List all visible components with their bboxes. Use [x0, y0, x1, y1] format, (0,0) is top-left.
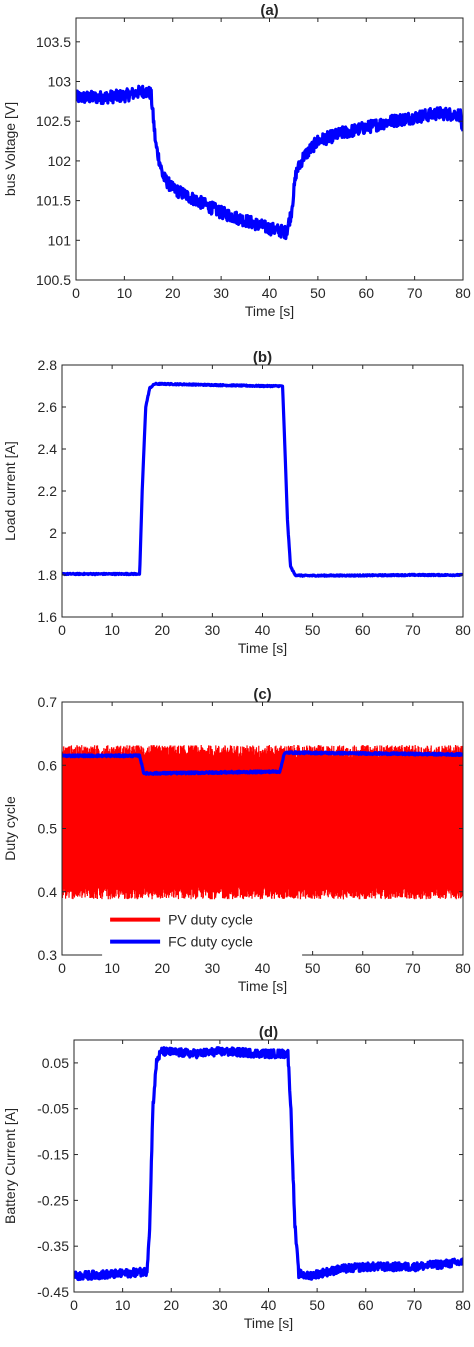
y-tick-label: -0.45 [37, 1284, 69, 1300]
x-tick-label: 80 [455, 1297, 471, 1313]
y-tick-label: 102.5 [36, 113, 71, 129]
x-axis-label: Time [s] [238, 978, 287, 994]
y-tick-label: 2.8 [38, 357, 58, 373]
x-tick-label: 0 [58, 622, 66, 638]
series-line-0 [62, 381, 463, 578]
chart-panel-3: 0 10 20 30 40 50 60 70 80 -0.45 -0.35 -0.25 -0.15 -0.… [2, 1024, 471, 1331]
legend-label: FC duty cycle [168, 934, 253, 950]
x-tick-label: 40 [261, 1297, 277, 1313]
y-axis-label: Duty cycle [2, 796, 18, 861]
x-tick-label: 50 [305, 960, 321, 976]
y-tick-label: 2.2 [38, 483, 58, 499]
x-tick-label: 60 [355, 622, 371, 638]
x-tick-label: 0 [58, 960, 66, 976]
chart-panel-2: 0 10 20 30 40 50 60 70 80 0.3 0.4 0.5 0.6 0.7 (c) Time … [2, 686, 471, 994]
y-axis-label: Load current [A] [2, 441, 18, 541]
y-tick-label: 2.4 [38, 441, 58, 457]
y-tick-label: 1.8 [38, 567, 58, 583]
x-tick-label: 30 [205, 960, 221, 976]
x-tick-label: 20 [163, 1297, 179, 1313]
y-tick-label: 101.5 [36, 193, 71, 209]
x-tick-label: 10 [115, 1297, 131, 1313]
x-axis-label: Time [s] [244, 1315, 293, 1331]
y-tick-label: 2.6 [38, 399, 58, 415]
x-axis-label: Time [s] [245, 303, 294, 319]
plot-area [62, 381, 463, 578]
x-tick-label: 10 [104, 622, 120, 638]
y-tick-label: 0.4 [38, 884, 58, 900]
x-tick-label: 60 [355, 960, 371, 976]
x-tick-label: 30 [205, 622, 221, 638]
x-tick-label: 80 [455, 285, 471, 301]
axes-box [73, 1039, 464, 1293]
x-tick-label: 10 [117, 285, 133, 301]
y-tick-label: 2 [49, 525, 57, 541]
x-tick-label: 70 [407, 285, 423, 301]
plot-area [62, 745, 463, 900]
x-tick-label: 40 [255, 622, 271, 638]
y-tick-label: 103 [48, 74, 72, 90]
y-axis-label: bus Voltage [V] [2, 102, 18, 196]
x-tick-label: 30 [212, 1297, 228, 1313]
x-tick-label: 70 [407, 1297, 423, 1313]
y-tick-label: 0.6 [38, 757, 58, 773]
plot-area [76, 84, 463, 241]
x-tick-label: 50 [310, 285, 326, 301]
x-tick-label: 40 [262, 285, 278, 301]
legend: PV duty cycle FC duty cycle [102, 905, 303, 956]
series-band-fill-0 [62, 757, 463, 888]
y-tick-label: 0.5 [38, 821, 58, 837]
x-axis-label: Time [s] [238, 640, 287, 656]
axes-box [75, 17, 464, 281]
y-tick-label: 0.3 [38, 947, 58, 963]
chart-panel-0: 0 10 20 30 40 50 60 70 80 100.5 101 101.5 102 102.5 10… [2, 2, 471, 319]
y-tick-label: 102 [48, 153, 72, 169]
chart-title: (b) [253, 349, 272, 366]
x-tick-label: 0 [70, 1297, 78, 1313]
y-tick-label: -0.25 [37, 1192, 69, 1208]
x-tick-label: 80 [455, 622, 471, 638]
y-tick-label: 0.05 [42, 1055, 69, 1071]
legend-box [102, 905, 303, 956]
y-tick-label: -0.15 [37, 1147, 69, 1163]
y-tick-label: 0.7 [38, 694, 58, 710]
axes-box [61, 364, 464, 618]
x-tick-label: 60 [358, 1297, 374, 1313]
x-tick-label: 30 [213, 285, 229, 301]
x-tick-label: 50 [309, 1297, 325, 1313]
plot-area [74, 1046, 463, 1282]
x-tick-label: 40 [255, 960, 271, 976]
y-axis-label: Battery Current [A] [2, 1108, 18, 1224]
y-tick-label: 101 [48, 232, 72, 248]
series-line-0 [76, 84, 463, 241]
x-tick-label: 0 [72, 285, 80, 301]
chart-title: (d) [259, 1024, 278, 1041]
x-tick-label: 80 [455, 960, 471, 976]
x-tick-label: 10 [104, 960, 120, 976]
series-line-1 [62, 750, 463, 776]
y-tick-label: 1.6 [38, 609, 58, 625]
chart-panel-1: 0 10 20 30 40 50 60 70 80 1.6 1.8 2 2.2 2.4 2.6 2.8 (b) T… [2, 349, 471, 656]
chart-title: (c) [253, 686, 271, 703]
x-tick-label: 70 [405, 622, 421, 638]
x-tick-label: 20 [154, 960, 170, 976]
x-tick-label: 20 [165, 285, 181, 301]
x-tick-label: 70 [405, 960, 421, 976]
x-tick-label: 50 [305, 622, 321, 638]
y-tick-label: -0.35 [37, 1238, 69, 1254]
y-tick-label: 103.5 [36, 34, 71, 50]
x-tick-label: 60 [358, 285, 374, 301]
legend-label: PV duty cycle [168, 912, 253, 928]
chart-title: (a) [260, 2, 278, 19]
x-tick-label: 20 [154, 622, 170, 638]
y-tick-label: -0.05 [37, 1101, 69, 1117]
y-tick-label: 100.5 [36, 272, 71, 288]
series-line-0 [74, 1046, 463, 1282]
